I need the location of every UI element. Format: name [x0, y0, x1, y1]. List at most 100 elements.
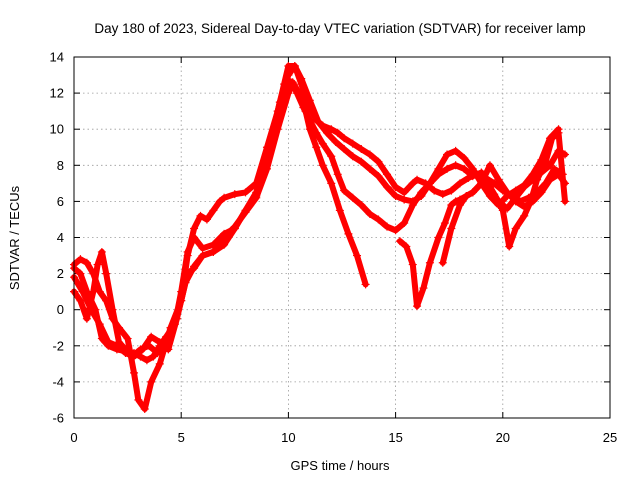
data-point	[147, 332, 156, 341]
data-point	[82, 258, 91, 267]
y-tick-label: 12	[50, 86, 64, 101]
data-point	[340, 145, 349, 154]
data-point	[97, 247, 106, 256]
data-point	[87, 305, 96, 314]
data-point	[121, 349, 130, 358]
data-point	[460, 154, 469, 163]
data-point	[408, 179, 417, 188]
data-point	[190, 262, 199, 271]
data-point	[76, 296, 85, 305]
axis-ticks: 0 5 10 15 20 25 -6 -4 -2 0 2 4 6 8 10 12 14	[50, 50, 618, 446]
data-point	[134, 395, 143, 404]
data-point	[533, 175, 542, 184]
x-tick-label: 0	[70, 430, 77, 445]
data-point	[331, 137, 340, 146]
data-point	[443, 164, 452, 173]
data-point	[353, 251, 362, 260]
data-point	[528, 197, 537, 206]
y-tick-label: 8	[57, 158, 64, 173]
data-point	[434, 170, 443, 179]
data-point	[451, 197, 460, 206]
data-point	[314, 117, 323, 126]
data-point	[241, 208, 250, 217]
data-point	[140, 404, 149, 413]
y-tick-label: 6	[57, 194, 64, 209]
data-point	[560, 197, 569, 206]
data-point	[76, 255, 85, 264]
y-tick-label: -2	[52, 338, 64, 353]
series-points-3	[70, 62, 563, 359]
data-point	[490, 190, 499, 199]
data-point	[462, 191, 471, 200]
data-point	[153, 349, 162, 358]
data-point	[391, 191, 400, 200]
data-point	[202, 215, 211, 224]
data-point	[220, 193, 229, 202]
data-point	[417, 188, 426, 197]
data-point	[413, 175, 422, 184]
x-tick-label: 20	[496, 430, 510, 445]
data-point	[400, 219, 409, 228]
data-point	[402, 242, 411, 251]
data-point	[425, 258, 434, 267]
data-point	[447, 201, 456, 210]
y-tick-label: -6	[52, 411, 64, 426]
data-point	[290, 62, 299, 71]
data-point	[455, 201, 464, 210]
data-point	[209, 206, 218, 215]
data-point	[365, 210, 374, 219]
data-point	[560, 179, 569, 188]
data-point	[550, 164, 559, 173]
data-point	[104, 338, 113, 347]
data-point	[348, 139, 357, 148]
series-line-3	[71, 63, 562, 358]
data-point	[123, 334, 132, 343]
y-tick-label: 4	[57, 230, 64, 245]
data-point	[288, 80, 297, 89]
data-point	[335, 206, 344, 215]
data-point	[425, 179, 434, 188]
data-point	[468, 188, 477, 197]
data-point	[172, 314, 181, 323]
data-point	[348, 193, 357, 202]
data-point	[190, 224, 199, 233]
data-point	[93, 260, 102, 269]
data-point	[318, 139, 327, 148]
data-point	[327, 179, 336, 188]
data-point	[327, 152, 336, 161]
data-point	[383, 222, 392, 231]
data-point	[451, 161, 460, 170]
data-point	[333, 128, 342, 137]
y-tick-label: -4	[52, 374, 64, 389]
data-point	[438, 190, 447, 199]
data-point	[400, 188, 409, 197]
data-point	[434, 233, 443, 242]
y-tick-label: 0	[57, 302, 64, 317]
data-point	[318, 161, 327, 170]
data-point	[299, 103, 308, 112]
y-tick-label: 14	[50, 50, 64, 65]
data-point	[183, 247, 192, 256]
data-point	[374, 157, 383, 166]
data-point	[220, 233, 229, 242]
data-point	[312, 128, 321, 137]
data-point	[284, 89, 293, 98]
data-point	[252, 193, 261, 202]
data-point	[357, 157, 366, 166]
data-point	[443, 150, 452, 159]
data-point	[305, 96, 314, 105]
plot-frame	[73, 56, 611, 419]
data-point	[440, 219, 449, 228]
data-point	[520, 182, 529, 191]
data-point	[262, 164, 271, 173]
data-point	[76, 269, 85, 278]
data-point	[357, 145, 366, 154]
data-point	[130, 368, 139, 377]
data-point	[198, 244, 207, 253]
y-axis-label: SDTVAR / TECUs	[7, 185, 22, 290]
data-point	[102, 269, 111, 278]
x-tick-label: 5	[178, 430, 185, 445]
data-point	[327, 125, 336, 134]
data-point	[241, 188, 250, 197]
x-tick-label: 10	[281, 430, 295, 445]
